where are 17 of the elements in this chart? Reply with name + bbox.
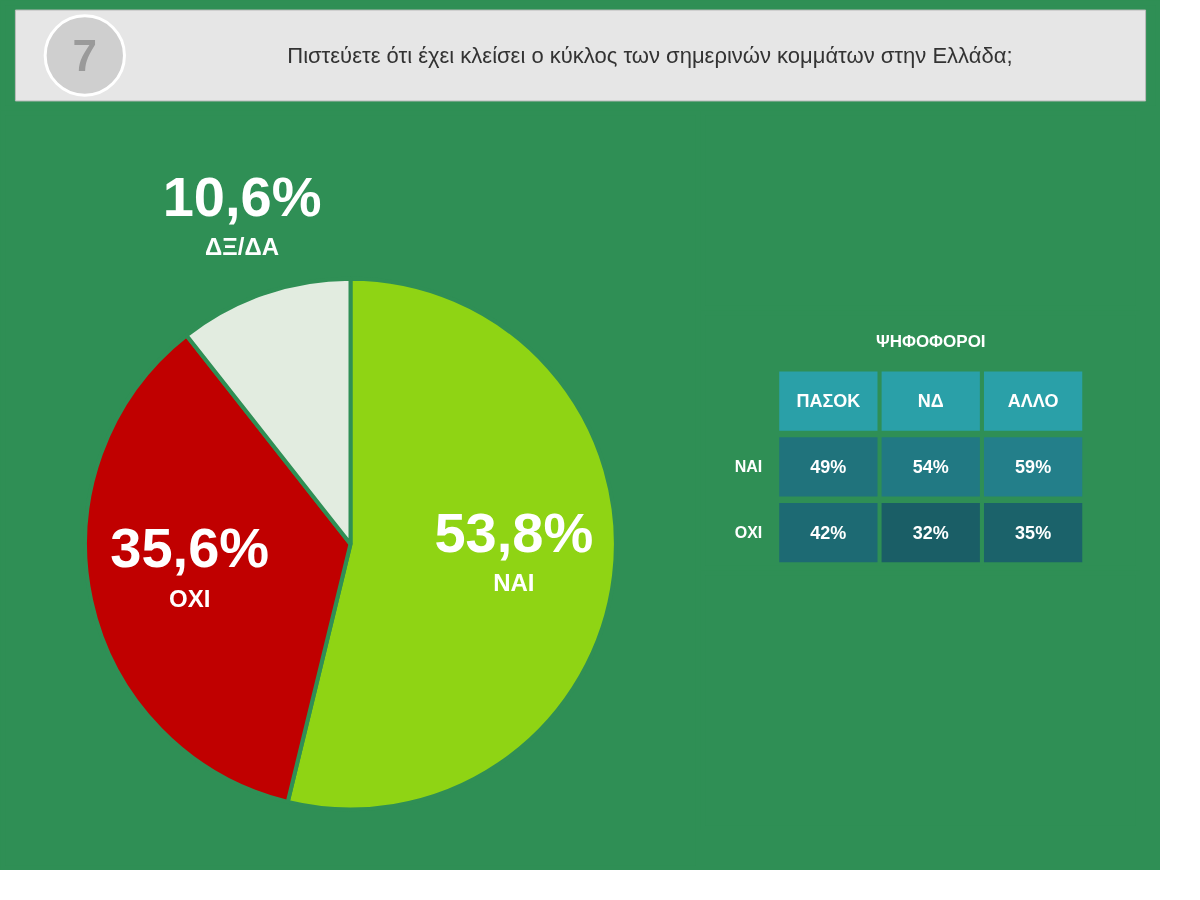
x-tick-label: ΑΛΛΟ <box>1007 391 1059 412</box>
data-label: 49% <box>810 456 847 477</box>
data-label: 53,8% <box>434 500 594 564</box>
slice-label: ΔΞ/ΔΑ <box>205 233 280 260</box>
data-label: 32% <box>912 522 949 543</box>
data-label: 42% <box>810 522 847 543</box>
slice-label: ΝΑΙ <box>493 569 535 597</box>
x-tick-label: ΝΔ <box>917 391 944 412</box>
data-label: 10,6% <box>162 164 322 228</box>
chart-title: Πιστεύετε ότι έχει κλείσει ο κύκλος των σημερινών κομμάτων στην Ελλάδα; <box>287 43 1013 68</box>
data-label: 59% <box>1015 456 1052 477</box>
chart-title: ΨΗΦΟΦΟΡΟΙ <box>875 332 986 352</box>
x-tick-label: ΠΑΣΟΚ <box>796 391 861 412</box>
data-label: 35,6% <box>110 516 270 580</box>
data-label: 35% <box>1015 522 1052 543</box>
data-label: 54% <box>912 456 949 477</box>
slice-label: ΟΧΙ <box>169 584 211 612</box>
